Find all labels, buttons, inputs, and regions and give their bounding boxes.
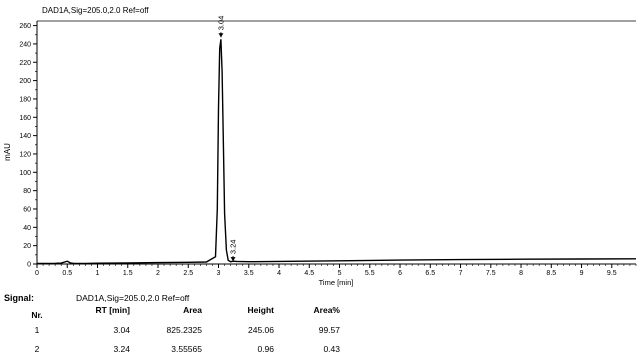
chart-axes [36, 20, 636, 265]
x-tick-label: 1.5 [123, 270, 133, 277]
table-cell-col-nr: 2 [34, 344, 40, 354]
peak-arrow-head [218, 33, 224, 38]
y-tick-label: 160 [19, 115, 31, 122]
x-tick-label: 3.5 [244, 270, 254, 277]
y-tick-label: 260 [19, 23, 31, 30]
peak-label: 3.04 [216, 16, 225, 31]
table-cell-col-height: 0.96 [257, 344, 274, 354]
table-cell-col-height: 245.06 [248, 325, 274, 335]
signal-trace-line [36, 39, 637, 265]
peak-markers: 3.04 3.24 [216, 16, 238, 262]
x-tick-label: 7 [459, 270, 463, 277]
y-tick-label: 120 [19, 151, 31, 158]
x-tick-label: 9.5 [607, 270, 617, 277]
chart-title: DAD1A,Sig=205.0,2.0 Ref=off [42, 6, 149, 15]
signal-value: DAD1A,Sig=205.0,2.0 Ref=off [76, 293, 190, 303]
table-cell-col-rt: 3.04 [113, 325, 130, 335]
x-tick-label: 2.5 [183, 270, 193, 277]
x-tick-label: 2 [156, 270, 160, 277]
x-tick-label: 6 [398, 270, 402, 277]
peak-arrow-head [230, 257, 236, 262]
y-tick-label: 140 [19, 133, 31, 140]
col-nr-header: Nr. [31, 310, 43, 320]
x-tick-label: 8.5 [546, 270, 556, 277]
col-area-pct-header: Area% [313, 305, 340, 315]
y-axis-label: mAU [3, 143, 12, 161]
table-cell-col-area-pct: 99.57 [318, 325, 340, 335]
y-tick-label: 20 [23, 243, 31, 250]
table-cell-col-area: 3.55565 [171, 344, 202, 354]
table-cell-col-nr: 1 [34, 325, 40, 335]
y-tick-label: 0 [27, 262, 31, 269]
x-tick-label: 4.5 [304, 270, 314, 277]
col-rt-header: RT [min] [95, 305, 130, 315]
y-tick-label: 100 [19, 170, 31, 177]
x-tick-label: 8 [519, 270, 523, 277]
peak-label: 3.24 [229, 240, 238, 255]
table-cell-col-area-pct: 0.43 [323, 344, 340, 354]
x-tick-label: 3 [217, 270, 221, 277]
x-tick-label: 0 [35, 270, 39, 277]
x-tick-label: 4 [277, 270, 281, 277]
y-tick-label: 60 [23, 206, 31, 213]
x-ticks: 0 0.5 1 1.5 2 2.5 3 3.5 4 4.5 5 5.5 6 6.5 7 7.5 8 8.5 9 9.5 [35, 264, 637, 277]
col-height-header: Height [247, 305, 274, 315]
y-ticks: 0 20 40 60 80 100 120 140 160 180 200 220 240 260 [19, 23, 37, 269]
x-tick-label: 0.5 [62, 270, 72, 277]
signal-label: Signal: [4, 293, 35, 303]
x-tick-label: 5.5 [365, 270, 375, 277]
y-tick-label: 240 [19, 41, 31, 48]
x-tick-label: 9 [580, 270, 584, 277]
y-tick-label: 200 [19, 78, 31, 85]
y-tick-label: 220 [19, 60, 31, 67]
x-tick-label: 7.5 [486, 270, 496, 277]
y-tick-label: 40 [23, 225, 31, 232]
x-tick-label: 6.5 [425, 270, 435, 277]
table-cell-col-area: 825.2325 [166, 325, 202, 335]
x-axis-label: Time [min] [319, 278, 354, 287]
x-tick-label: 1 [96, 270, 100, 277]
table-cell-col-rt: 3.24 [113, 344, 130, 354]
chromatogram-chart: DAD1A,Sig=205.0,2.0 Ref=off mAU Time [mi… [3, 6, 637, 287]
col-area-header: Area [183, 305, 202, 315]
x-tick-label: 5 [338, 270, 342, 277]
signal-trace-group [36, 39, 637, 265]
y-tick-label: 80 [23, 188, 31, 195]
y-tick-label: 180 [19, 96, 31, 103]
